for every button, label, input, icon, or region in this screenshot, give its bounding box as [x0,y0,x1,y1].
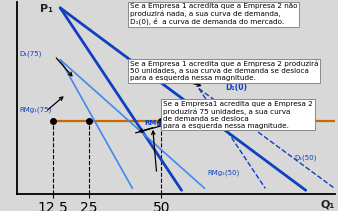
Text: RMg₁(50): RMg₁(50) [208,170,240,176]
Text: RMg₁(75): RMg₁(75) [20,107,52,113]
Text: Se a Empresa 1 acredita que a Empresa 2 produzirá
50 unidades, a sua curva de de: Se a Empresa 1 acredita que a Empresa 2 … [130,61,318,81]
Text: Se a Empresa1 acredita que a Empresa 2
produzirá 75 unidades, a sua curva
de dem: Se a Empresa1 acredita que a Empresa 2 p… [163,101,313,128]
Text: RMg₁(0): RMg₁(0) [144,120,176,126]
Text: CMg₁: CMg₁ [294,110,316,119]
Text: Q₁: Q₁ [320,200,334,210]
Text: D₁(75): D₁(75) [20,51,42,57]
Text: D₁(0): D₁(0) [225,83,247,92]
Text: D₁(50): D₁(50) [294,155,317,161]
Text: P₁: P₁ [40,4,53,14]
Text: Se a Empresa 1 acredita que a Empresa 2 não
produzirá nada, a sua curva de deman: Se a Empresa 1 acredita que a Empresa 2 … [130,3,297,25]
